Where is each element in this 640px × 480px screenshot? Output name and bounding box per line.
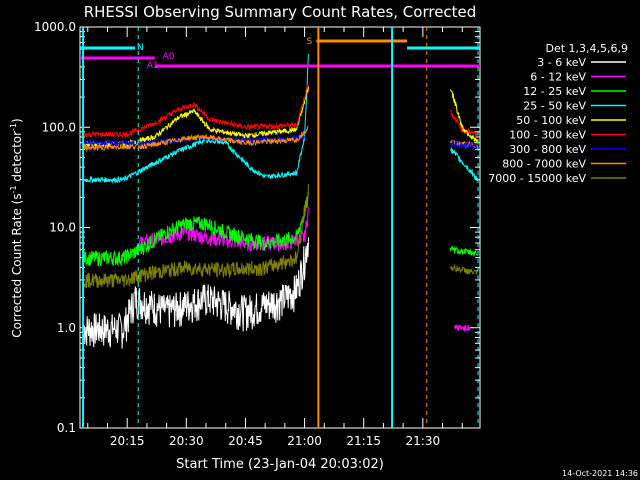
y-tick-label: 100.0	[42, 120, 76, 134]
x-tick-label: 20:15	[110, 434, 145, 448]
y-tick-label: 10.0	[49, 221, 76, 235]
legend-label: 50 - 100 keV	[516, 114, 586, 127]
legend-label: 800 - 7000 keV	[502, 158, 586, 171]
series-line	[83, 86, 309, 149]
legend-label: 25 - 50 keV	[523, 100, 586, 113]
post-gap-series-line	[449, 263, 479, 275]
legend-label: 3 - 6 keV	[537, 56, 586, 69]
post-gap-series-line	[449, 245, 479, 257]
y-tick-label: 1000.0	[34, 20, 76, 34]
x-tick-label: 20:30	[169, 434, 204, 448]
series-line	[83, 184, 309, 289]
legend-label: 300 - 800 keV	[509, 143, 586, 156]
flag-label: S	[307, 37, 313, 47]
x-tick-label: 21:00	[287, 434, 322, 448]
y-tick-label: 0.1	[57, 421, 76, 435]
plot-area: 0.1 1.0 10.0 100.0 1000.0 20:15 20:30 20:45 21:0…	[34, 20, 481, 448]
y-axis-label: Corrected Count Rate (s-1 detector-1)	[9, 118, 24, 337]
legend-label: 6 - 12 keV	[530, 71, 586, 84]
post-gap-series-line	[450, 140, 479, 150]
x-tick-label: 21:15	[346, 434, 381, 448]
series-line	[83, 84, 309, 139]
x-axis-label: Start Time (23-Jan-04 20:03:02)	[176, 457, 384, 472]
footer-timestamp: 14-Oct-2021 14:36	[562, 469, 638, 478]
x-tick-label: 20:45	[228, 434, 263, 448]
post-gap-series-line	[449, 89, 479, 144]
flag-label: A0	[163, 52, 175, 62]
series-line	[83, 54, 309, 185]
y-tick-label: 1.0	[57, 321, 76, 335]
legend-label: 100 - 300 keV	[509, 129, 586, 142]
post-gap-series-line	[450, 147, 479, 182]
flag-label: N	[137, 43, 144, 53]
flag-label: A1	[147, 61, 159, 71]
x-tick-label: 21:30	[406, 434, 441, 448]
post-gap-series-line	[453, 323, 471, 333]
legend-label: 12 - 25 keV	[523, 85, 586, 98]
legend-header: Det 1,3,4,5,6,9	[545, 42, 628, 55]
series-line	[83, 237, 309, 349]
legend-label: 7000 - 15000 keV	[488, 172, 586, 185]
series-line	[83, 125, 309, 153]
series-line	[83, 191, 309, 267]
chart-title: RHESSI Observing Summary Count Rates, Co…	[84, 3, 477, 21]
